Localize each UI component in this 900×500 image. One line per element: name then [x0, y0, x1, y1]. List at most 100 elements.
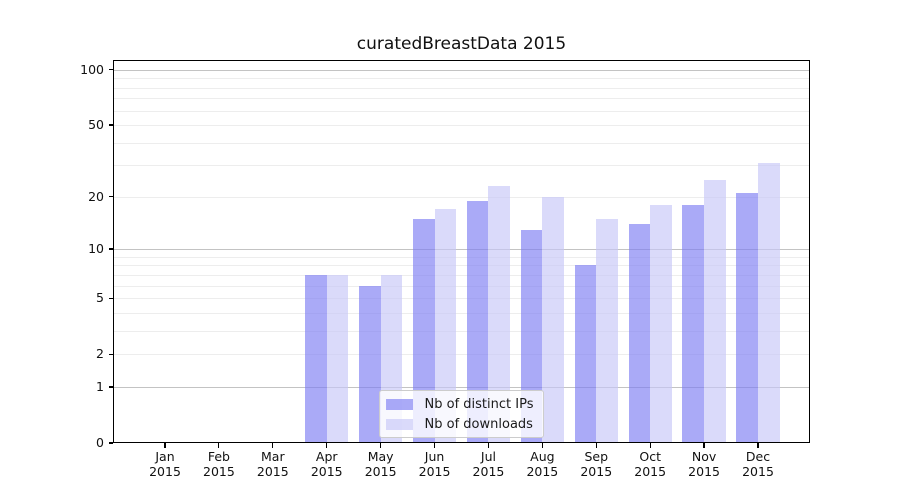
legend: Nb of distinct IPs Nb of downloads [378, 390, 545, 438]
y-tick-label: 10 [88, 241, 104, 257]
x-tick-mark [703, 443, 705, 448]
gridline-minor [113, 165, 810, 167]
y-tick-mark [108, 196, 113, 198]
gridline-minor [113, 87, 810, 89]
y-tick-label: 20 [88, 188, 104, 204]
bar-nb-of-downloads-jul [488, 186, 511, 443]
legend-swatch-downloads [385, 418, 413, 430]
x-tick-month: May [367, 449, 394, 464]
legend-label-distinct-ips: Nb of distinct IPs [424, 396, 534, 412]
bar-nb-of-downloads-jun [434, 209, 457, 443]
gridline-minor [113, 256, 810, 258]
x-tick-year: 2015 [418, 464, 451, 479]
x-tick-year: 2015 [634, 464, 667, 479]
x-tick-month: Dec [745, 449, 771, 464]
gridline-minor [113, 298, 810, 300]
x-tick-month: Jul [480, 449, 496, 464]
x-tick-month: Jun [424, 449, 445, 464]
x-tick-mark [326, 443, 328, 448]
y-tick-mark [108, 69, 113, 71]
y-tick-label: 5 [96, 290, 104, 306]
gridline-major [113, 249, 810, 251]
x-tick-month: Mar [261, 449, 285, 464]
x-tick-label: Nov 2015 [677, 449, 731, 479]
x-tick-mark [433, 443, 436, 448]
gridline-minor [113, 110, 810, 112]
y-tick-mark [108, 248, 113, 250]
y-tick-label: 0 [96, 435, 104, 450]
gridline-minor [113, 274, 810, 276]
legend-swatch-distinct-ips [385, 398, 413, 410]
x-tick-mark [380, 443, 382, 448]
bar-nb-of-distinct-ips-sep [574, 265, 597, 443]
x-tick-mark [487, 443, 490, 448]
gridline-minor [113, 98, 810, 100]
bar-nb-of-downloads-dec [758, 162, 780, 443]
gridline-minor [113, 78, 810, 80]
bar-nb-of-downloads-nov [704, 179, 726, 443]
bar-nb-of-distinct-ips-aug [520, 229, 543, 443]
x-tick-label: Oct 2015 [623, 449, 677, 479]
x-tick-month: Sep [584, 449, 609, 464]
gridline-minor [113, 125, 810, 127]
x-tick-year: 2015 [256, 464, 289, 479]
y-tick-label: 2 [96, 346, 104, 362]
legend-row-downloads: Nb of downloads [385, 414, 534, 434]
gridline-minor [113, 285, 810, 287]
bar-nb-of-downloads-oct [650, 204, 672, 443]
x-tick-month: Oct [639, 449, 661, 464]
plot-area: Nb of distinct IPs Nb of downloads [113, 60, 810, 443]
x-tick-label: Feb 2015 [192, 449, 246, 479]
x-tick-year: 2015 [472, 464, 505, 479]
gridline-major [113, 386, 810, 388]
y-tick-label: 50 [88, 117, 104, 133]
x-tick-year: 2015 [526, 464, 559, 479]
y-tick-label: 100 [80, 61, 104, 77]
gridline-minor [113, 330, 810, 332]
gridline-minor [113, 196, 810, 198]
x-tick-year: 2015 [203, 464, 235, 479]
x-tick-year: 2015 [580, 464, 613, 479]
x-tick-label: Jul 2015 [461, 449, 515, 479]
bar-nb-of-downloads-sep [596, 218, 618, 443]
bar-nb-of-distinct-ips-dec [736, 193, 758, 443]
gridline-minor [113, 312, 810, 314]
x-tick-month: Jan [155, 449, 175, 464]
x-tick-label: May 2015 [354, 449, 408, 479]
x-tick-year: 2015 [364, 464, 397, 479]
x-tick-label: Sep 2015 [569, 449, 623, 479]
x-tick-mark [595, 443, 597, 448]
gridline-minor [113, 354, 810, 356]
x-tick-mark [272, 443, 274, 448]
x-tick-month: Nov [691, 449, 717, 464]
x-tick-year: 2015 [310, 464, 343, 479]
y-tick-mark [108, 353, 113, 355]
gridline-minor [113, 265, 810, 267]
bar-nb-of-distinct-ips-jun [412, 218, 435, 443]
bar-nb-of-distinct-ips-oct [628, 224, 651, 443]
y-tick-mark [108, 386, 113, 388]
x-tick-month: Apr [315, 449, 338, 464]
bar-nb-of-downloads-apr [326, 274, 349, 443]
y-tick-mark [108, 297, 113, 299]
x-tick-mark [757, 443, 759, 448]
y-tick-mark [108, 124, 113, 126]
x-tick-mark [218, 443, 220, 448]
x-tick-mark [164, 443, 166, 448]
legend-row-distinct-ips: Nb of distinct IPs [385, 394, 534, 414]
x-tick-label: Dec 2015 [731, 449, 785, 479]
x-tick-month: Feb [207, 449, 230, 464]
x-tick-mark [541, 443, 543, 448]
x-tick-mark [649, 443, 651, 448]
x-tick-label: Aug 2015 [515, 449, 569, 479]
bar-nb-of-distinct-ips-nov [682, 204, 705, 443]
bar-nb-of-distinct-ips-may [359, 285, 381, 443]
chart-title: curatedBreastData 2015 [356, 34, 567, 54]
x-tick-label: Mar 2015 [246, 449, 300, 479]
x-tick-label: Jan 2015 [138, 449, 192, 479]
x-tick-month: Aug [530, 449, 555, 464]
x-tick-year: 2015 [742, 464, 774, 479]
x-tick-label: Apr 2015 [300, 449, 354, 479]
y-tick-mark [108, 442, 113, 444]
